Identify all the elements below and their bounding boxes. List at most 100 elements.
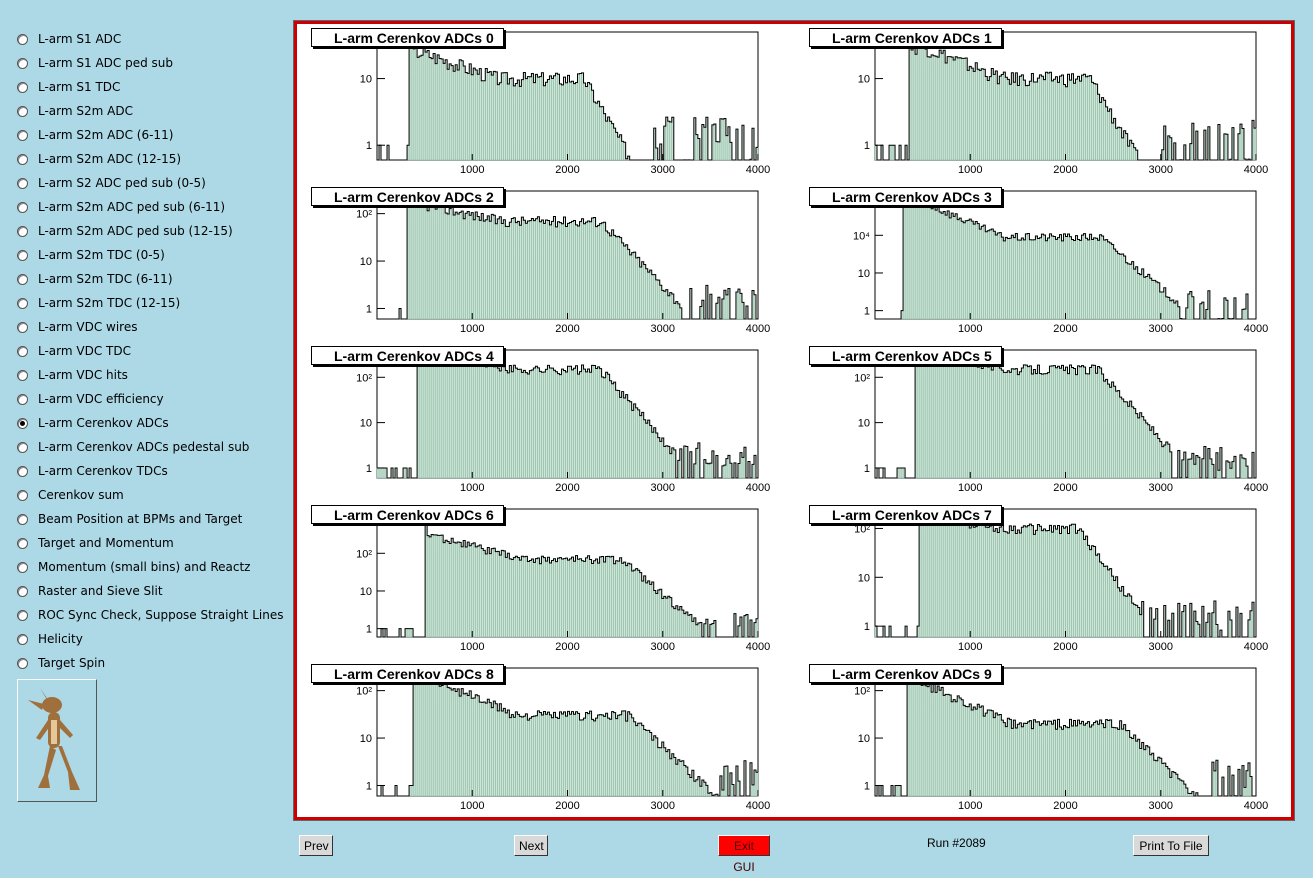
sidebar-radio-item[interactable]: L-arm S1 ADC (17, 27, 121, 51)
x-tick-label: 2000 (555, 164, 579, 176)
x-tick-label: 4000 (746, 482, 770, 494)
y-tick-label: 10 (858, 418, 870, 430)
sidebar-radio-item[interactable]: L-arm VDC efficiency (17, 387, 164, 411)
sidebar-item-label: L-arm VDC wires (38, 320, 138, 334)
x-tick-label: 2000 (1053, 641, 1077, 653)
sidebar-radio-item[interactable]: L-arm S2m ADC (17, 99, 133, 123)
radio-icon[interactable] (17, 369, 28, 381)
radio-icon[interactable] (17, 57, 28, 69)
sidebar-item-label: L-arm Cerenkov TDCs (38, 464, 168, 478)
sidebar-item-label: L-arm Cerenkov ADCs (38, 416, 169, 430)
histogram-title: L-arm Cerenkov ADCs 4 (311, 346, 504, 365)
histogram-title: L-arm Cerenkov ADCs 1 (809, 28, 1002, 47)
histogram-line (377, 192, 758, 320)
histogram-panel: L-arm Cerenkov ADCs 9 1000 2000 3000 4000 1 10… (795, 660, 1293, 819)
radio-selected-icon[interactable] (17, 417, 28, 429)
histogram-line (377, 34, 758, 161)
print-to-file-button[interactable]: Print To File (1133, 835, 1209, 856)
sidebar-radio-item[interactable]: L-arm S2m TDC (12-15) (17, 291, 180, 315)
radio-icon[interactable] (17, 225, 28, 237)
radio-icon[interactable] (17, 633, 28, 645)
histogram-fill (874, 34, 1257, 161)
exit-gui-button[interactable]: Exit GUI (718, 835, 770, 874)
sidebar-item-label: L-arm S2m TDC (6-11) (38, 272, 173, 286)
radio-icon[interactable] (17, 489, 28, 501)
radio-icon[interactable] (17, 129, 28, 141)
sidebar-radio-item[interactable]: Momentum (small bins) and Reactz (17, 555, 250, 579)
sidebar-item-label: L-arm S2m TDC (0-5) (38, 248, 165, 262)
radio-icon[interactable] (17, 33, 28, 45)
y-tick-label: 1 (366, 624, 372, 636)
x-tick-label: 4000 (1244, 164, 1268, 176)
sidebar-radio-item[interactable]: L-arm Cerenkov ADCs pedestal sub (17, 435, 249, 459)
sidebar-radio-item[interactable]: L-arm VDC TDC (17, 339, 131, 363)
radio-icon[interactable] (17, 273, 28, 285)
sidebar-item-label: L-arm VDC hits (38, 368, 128, 382)
radio-icon[interactable] (17, 153, 28, 165)
histogram-canvas-frame: L-arm Cerenkov ADCs 0 1000 2000 3000 4000 1 10… (293, 20, 1295, 821)
y-tick-label: 10² (356, 548, 372, 560)
sidebar-radio-item[interactable]: L-arm S2m ADC ped sub (6-11) (17, 195, 225, 219)
radio-icon[interactable] (17, 537, 28, 549)
y-tick-label: 10² (854, 523, 870, 535)
sidebar-item-label: L-arm S1 ADC (38, 32, 122, 46)
x-tick-label: 3000 (651, 641, 675, 653)
sidebar-radio-item[interactable]: L-arm VDC wires (17, 315, 137, 339)
sidebar-radio-item[interactable]: L-arm Cerenkov TDCs (17, 459, 168, 483)
x-tick-label: 2000 (555, 641, 579, 653)
sidebar-radio-item[interactable]: Beam Position at BPMs and Target (17, 507, 242, 531)
sidebar-radio-item[interactable]: L-arm S2m TDC (0-5) (17, 243, 165, 267)
sidebar-radio-item[interactable]: L-arm S2m TDC (6-11) (17, 267, 173, 291)
radio-icon[interactable] (17, 465, 28, 477)
radio-icon[interactable] (17, 609, 28, 621)
sidebar-radio-item[interactable]: L-arm S1 TDC (17, 75, 120, 99)
sidebar-radio-item[interactable]: L-arm VDC hits (17, 363, 128, 387)
sidebar-radio-item[interactable]: Cerenkov sum (17, 483, 124, 507)
histogram-line (377, 669, 758, 797)
y-tick-label: 1 (366, 463, 372, 475)
y-tick-label: 10 (858, 572, 870, 584)
next-button[interactable]: Next (514, 835, 548, 856)
sidebar-radio-item[interactable]: L-arm S2m ADC (6-11) (17, 123, 173, 147)
histogram-panel: L-arm Cerenkov ADCs 4 1000 2000 3000 4000 1 10… (297, 342, 795, 501)
sidebar-radio-item[interactable]: Target Spin (17, 651, 105, 675)
radio-icon[interactable] (17, 105, 28, 117)
histogram-title: L-arm Cerenkov ADCs 2 (311, 187, 504, 206)
y-tick-label: 10 (360, 418, 372, 430)
radio-icon[interactable] (17, 657, 28, 669)
radio-icon[interactable] (17, 345, 28, 357)
radio-icon[interactable] (17, 177, 28, 189)
sidebar-item-label: Helicity (38, 632, 83, 646)
prev-button[interactable]: Prev (299, 835, 333, 856)
y-tick-label: 1 (864, 306, 870, 318)
radio-icon[interactable] (17, 297, 28, 309)
sidebar-item-label: Target Spin (38, 656, 106, 670)
sidebar-radio-item[interactable]: Target and Momentum (17, 531, 174, 555)
sidebar-radio-item[interactable]: L-arm S2 ADC ped sub (0-5) (17, 171, 206, 195)
radio-icon[interactable] (17, 393, 28, 405)
radio-icon[interactable] (17, 81, 28, 93)
radio-icon[interactable] (17, 585, 28, 597)
histogram-panel: L-arm Cerenkov ADCs 6 1000 2000 3000 4000 1 10… (297, 501, 795, 660)
histogram-plot: 1000 2000 3000 4000 1 10 10² (356, 190, 770, 335)
histogram-plot: 1000 2000 3000 4000 1 10 10² (854, 348, 1268, 494)
radio-icon[interactable] (17, 201, 28, 213)
sidebar-radio-item[interactable]: L-arm S2m ADC (12-15) (17, 147, 181, 171)
radio-icon[interactable] (17, 513, 28, 525)
radio-icon[interactable] (17, 321, 28, 333)
x-tick-label: 2000 (1053, 323, 1077, 335)
sidebar-radio-item[interactable]: L-arm S2m ADC ped sub (12-15) (17, 219, 233, 243)
x-tick-label: 3000 (1149, 641, 1173, 653)
sidebar-radio-item[interactable]: Raster and Sieve Slit (17, 579, 163, 603)
radio-icon[interactable] (17, 249, 28, 261)
sidebar-radio-item[interactable]: ROC Sync Check, Suppose Straight Lines (17, 603, 283, 627)
x-tick-label: 3000 (651, 482, 675, 494)
x-tick-label: 4000 (1244, 641, 1268, 653)
radio-icon[interactable] (17, 441, 28, 453)
sidebar-radio-item[interactable]: Helicity (17, 627, 83, 651)
radio-icon[interactable] (17, 561, 28, 573)
sidebar-radio-item[interactable]: L-arm S1 ADC ped sub (17, 51, 173, 75)
sidebar-radio-item[interactable]: L-arm Cerenkov ADCs (17, 411, 169, 435)
sidebar-item-label: L-arm Cerenkov ADCs pedestal sub (38, 440, 250, 454)
x-tick-label: 3000 (1149, 323, 1173, 335)
